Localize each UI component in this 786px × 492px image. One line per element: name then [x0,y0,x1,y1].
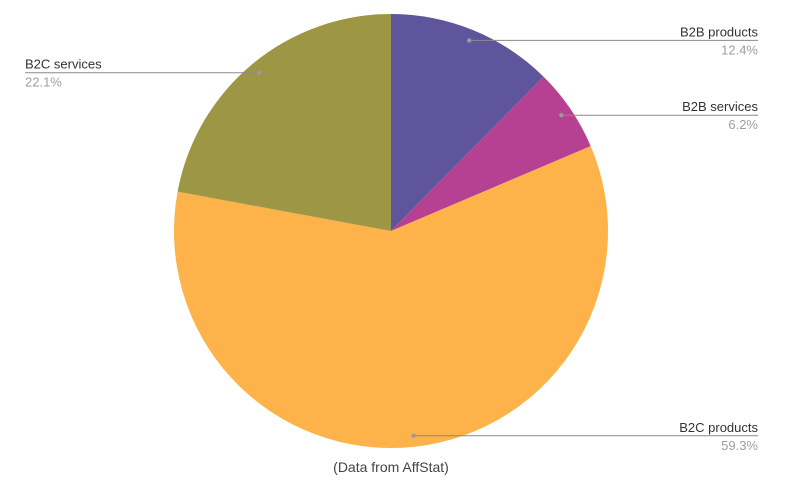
pie-slice-b2c-services [177,14,391,231]
leader-dot [256,70,262,75]
slice-value-label: 22.1% [25,75,62,90]
slice-value-label: 12.4% [721,42,758,57]
slice-label: B2C products [679,420,758,435]
slice-label: B2C services [25,57,102,72]
leader-dot [467,38,472,43]
pie-slice-b2b-products [391,14,544,231]
chart-caption: (Data from AffStat) [333,459,449,475]
slice-value-label: 59.3% [721,438,758,453]
pie-slice-b2c-products [174,146,608,448]
slice-label: B2B products [680,24,759,39]
slice-value-label: 6.2% [728,117,758,132]
slice-label: B2B services [682,99,758,114]
leader-dot [411,433,416,438]
pie-slice-b2b-services [391,76,591,231]
leader-dot [559,113,564,118]
